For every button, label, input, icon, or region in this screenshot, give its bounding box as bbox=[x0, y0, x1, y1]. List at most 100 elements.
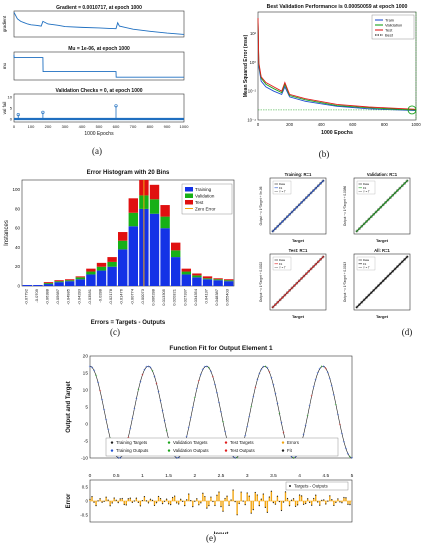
reg-data-point bbox=[389, 272, 392, 275]
fit-output-marker: + bbox=[141, 373, 144, 378]
fit-output-marker: + bbox=[292, 456, 295, 461]
fit-output-marker: + bbox=[191, 405, 194, 410]
reg-ylabel: Output ~= 1*Target + 0.0013 bbox=[343, 262, 347, 303]
fit-output-marker: + bbox=[316, 371, 319, 376]
fit-output-marker: + bbox=[282, 430, 285, 435]
reg-legend-label: Y = T bbox=[279, 190, 286, 194]
error-point bbox=[274, 503, 277, 505]
reg-xlabel: Target bbox=[292, 314, 305, 319]
hist-xtick: 0.04137 bbox=[204, 288, 209, 303]
hist-bar-test bbox=[43, 282, 54, 284]
hist-xtick: -0.04283 bbox=[76, 288, 81, 305]
fit-output-marker: + bbox=[248, 414, 251, 419]
reg-data-point bbox=[355, 305, 359, 309]
hist-bar-test bbox=[213, 278, 223, 280]
fit-output-marker: + bbox=[280, 421, 283, 426]
fit-output-marker: + bbox=[165, 428, 168, 433]
subplot-a3-ytick: 0 bbox=[10, 117, 13, 122]
perf-xlabel: 1000 Epochs bbox=[321, 130, 353, 136]
fit-output-marker: + bbox=[89, 364, 92, 369]
subplot-a1-title: Gradient = 0.0010717, at epoch 1000 bbox=[56, 5, 142, 11]
reg-data-point bbox=[369, 215, 373, 219]
error-xlabel: Input bbox=[214, 532, 229, 534]
error-point bbox=[172, 496, 174, 499]
reg-data-point bbox=[393, 191, 397, 195]
error-point bbox=[262, 493, 264, 495]
fit-output-marker: + bbox=[262, 364, 265, 369]
reg-data-point bbox=[386, 198, 390, 202]
subplot-a3-xtick: 400 bbox=[79, 124, 86, 129]
perf-legend-label: Test bbox=[385, 28, 393, 33]
fit-output-marker: + bbox=[139, 379, 142, 384]
subplot-a3-xtick: 0 bbox=[13, 124, 16, 129]
reg-data-point bbox=[297, 203, 301, 207]
fit-output-marker: + bbox=[308, 403, 311, 408]
error-point bbox=[335, 501, 337, 504]
error-point bbox=[323, 499, 325, 501]
hist-xtick: -0.03581 bbox=[87, 288, 92, 305]
panel-b-performance: Best Validation Performance is 0.0005005… bbox=[243, 4, 421, 136]
hist-bar-test bbox=[128, 198, 138, 213]
reg-data-point bbox=[381, 203, 385, 207]
fit-output-marker: + bbox=[302, 432, 305, 437]
error-legend bbox=[285, 481, 349, 491]
error-xtick: 3 bbox=[246, 473, 249, 479]
reg-data-point bbox=[302, 198, 306, 202]
error-point bbox=[119, 498, 121, 500]
reg-data-point bbox=[365, 220, 368, 223]
reg-data-point bbox=[396, 265, 399, 268]
hist-bar-training bbox=[213, 280, 223, 286]
reg-data-point bbox=[321, 255, 325, 259]
hist-bar-validation bbox=[118, 240, 128, 250]
error-point bbox=[294, 505, 297, 507]
fit-output-marker: + bbox=[274, 391, 277, 396]
fit-output-marker: + bbox=[175, 455, 178, 460]
reg-data-point bbox=[379, 281, 383, 285]
error-point bbox=[286, 497, 289, 500]
reg-data-point bbox=[276, 300, 280, 304]
fit-output-marker: + bbox=[107, 427, 110, 432]
error-point bbox=[202, 492, 204, 494]
hist-ytick: 60 bbox=[15, 226, 21, 231]
error-point bbox=[264, 506, 266, 508]
hist-bar-validation bbox=[202, 278, 213, 280]
error-xtick: 2.5 bbox=[218, 473, 225, 479]
error-point bbox=[349, 504, 351, 506]
fit-output-marker: + bbox=[93, 368, 96, 373]
reg-data-point bbox=[305, 272, 308, 275]
hist-xtick: -0.00774 bbox=[129, 288, 134, 305]
reg-ylabel: Output ~= 1*Target + 9e-06 bbox=[259, 186, 263, 225]
reg-legend-label: Y = T bbox=[279, 266, 286, 270]
fit-output-marker: + bbox=[149, 365, 152, 370]
error-point bbox=[137, 501, 139, 504]
hist-bar-test bbox=[54, 280, 64, 282]
fit-output-marker: + bbox=[324, 366, 327, 371]
reg-data-point bbox=[316, 260, 320, 264]
hist-xtick: -0.04985 bbox=[66, 288, 71, 305]
fit-ytick: 0 bbox=[85, 422, 88, 428]
fit-ytick: 20 bbox=[83, 354, 89, 360]
error-point bbox=[321, 499, 323, 501]
reg-data-point bbox=[367, 293, 371, 297]
hist-bar-validation bbox=[224, 280, 234, 282]
error-point bbox=[103, 500, 105, 502]
fit-output-marker: + bbox=[351, 456, 354, 461]
reg-title: Training: R=1 bbox=[285, 172, 312, 177]
panel-a-training-state: Gradient = 0.0010717, at epoch 1000 gradi… bbox=[2, 5, 189, 137]
fit-output-marker: + bbox=[258, 371, 261, 376]
fit-ytick: -5 bbox=[84, 439, 89, 445]
reg-data-point bbox=[302, 274, 306, 278]
error-point bbox=[206, 507, 208, 509]
hist-bar-validation bbox=[192, 275, 202, 278]
subplot-a1-axes bbox=[13, 10, 185, 38]
hist-xtick: -0.02178 bbox=[108, 288, 113, 305]
error-point bbox=[194, 500, 196, 502]
error-point bbox=[155, 502, 158, 504]
error-point bbox=[91, 496, 93, 498]
error-point bbox=[222, 510, 224, 512]
subplot-a2-title: Mu = 1e-06, at epoch 1000 bbox=[68, 46, 130, 52]
reg-data-point bbox=[360, 300, 364, 304]
fit-legend-swatch bbox=[224, 441, 228, 444]
error-point bbox=[153, 504, 156, 507]
reg-legend-label: Fit bbox=[363, 186, 366, 190]
